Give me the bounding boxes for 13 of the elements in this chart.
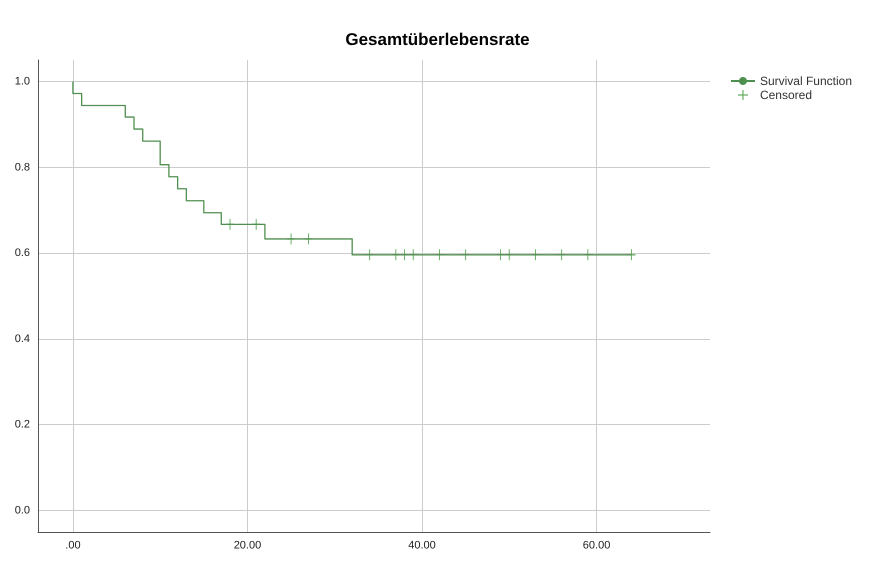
x-tick-label: 60.00 xyxy=(582,540,610,552)
y-tick-label: 1.0 xyxy=(14,75,30,88)
x-tick-label: 20.00 xyxy=(234,540,262,552)
y-tick-label: 0.8 xyxy=(14,161,30,174)
y-tick-label: 0.2 xyxy=(14,418,30,431)
x-tick-label: .00 xyxy=(65,540,81,552)
y-tick-label: 0.6 xyxy=(14,247,30,260)
y-tick-label: 0.4 xyxy=(14,332,30,345)
legend-label: Censored xyxy=(760,88,812,102)
legend-label: Survival Function xyxy=(760,74,852,88)
y-tick-label: 0.0 xyxy=(14,504,30,517)
chart-title: Gesamtüberlebensrate xyxy=(345,30,530,49)
x-tick-label: 40.00 xyxy=(408,540,436,552)
